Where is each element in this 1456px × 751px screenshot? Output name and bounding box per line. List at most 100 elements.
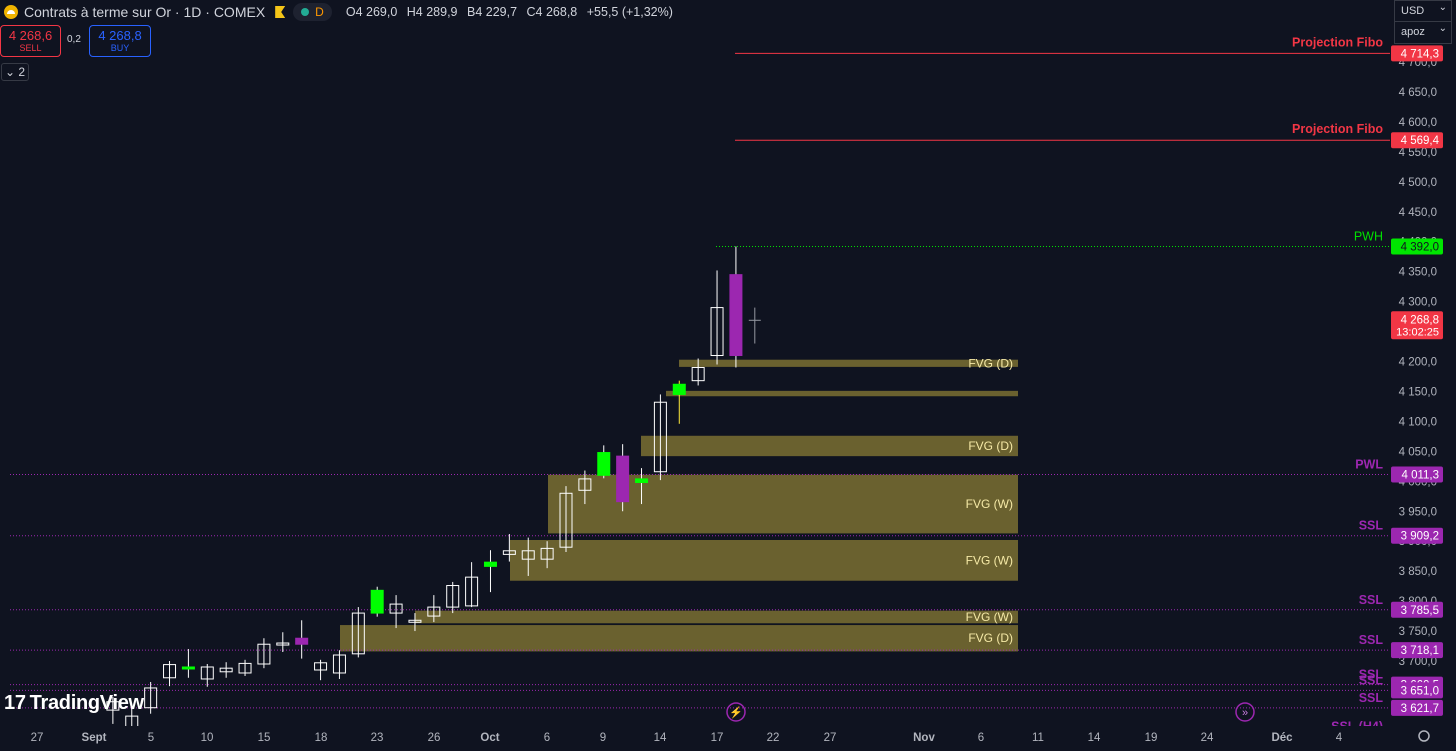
level-label: PWL	[1355, 458, 1383, 472]
candle-body[interactable]	[446, 585, 460, 608]
buy-price: 4 268,8	[98, 28, 142, 43]
price-tick-label: 4 350,0	[1399, 267, 1437, 279]
price-tick-label: 3 700,0	[1399, 656, 1437, 668]
time-tick-label: 18	[315, 732, 328, 744]
candle-body[interactable]	[389, 603, 403, 614]
price-tag-label: 3 909,2	[1401, 531, 1439, 543]
candle-body[interactable]	[635, 478, 649, 483]
event-next-icon[interactable]	[1235, 702, 1255, 722]
price-tag-label: 4 569,4	[1401, 135, 1440, 147]
price-tick-label: 4 550,0	[1399, 147, 1437, 159]
candle-body[interactable]	[597, 452, 611, 476]
level-label: SSL	[1359, 593, 1384, 607]
candle-body[interactable]	[483, 561, 497, 567]
candle-body[interactable]	[351, 612, 365, 655]
price-tick-label: 4 500,0	[1399, 177, 1437, 189]
price-tag-label: 4 392,0	[1401, 241, 1439, 253]
fvg-zone	[340, 625, 1018, 652]
price-tick-label: 4 100,0	[1399, 416, 1437, 428]
unit-select[interactable]: apoz	[1395, 19, 1451, 42]
time-tick-label: 17	[711, 732, 724, 744]
price-tick-label: 4 650,0	[1399, 87, 1437, 99]
price-tag	[1391, 642, 1443, 659]
level-label: Projection Fibo	[1292, 35, 1383, 49]
time-tick-label: Nov	[913, 732, 935, 744]
price-tick-label: 3 850,0	[1399, 566, 1437, 578]
candle-body[interactable]	[181, 666, 195, 670]
tradingview-logo[interactable]: 17 TradingView	[4, 692, 144, 715]
candle-body[interactable]	[144, 687, 158, 709]
fvg-label: FVG (W)	[966, 553, 1013, 567]
candle-body[interactable]	[295, 637, 309, 645]
sell-label: SELL	[19, 43, 42, 53]
candle-body[interactable]	[540, 547, 554, 560]
candle-body[interactable]	[219, 667, 233, 673]
level-label: SSL	[1359, 673, 1384, 687]
symbol-header: Contrats à terme sur Or · 1D · COMEX D O…	[0, 0, 673, 24]
candle-body[interactable]	[691, 366, 705, 382]
fvg-zone	[666, 390, 1018, 397]
event-flash-icon[interactable]	[726, 702, 746, 722]
candle-body[interactable]	[106, 701, 120, 711]
candle-body[interactable]	[200, 666, 214, 680]
indicators-toggle[interactable]: ⌄ 2	[1, 63, 29, 81]
candle-body[interactable]	[559, 492, 573, 548]
level-label: SSL	[1359, 519, 1384, 533]
price-tick-label: 4 300,0	[1399, 297, 1437, 309]
price-tick-label: 4 050,0	[1399, 446, 1437, 458]
time-tick-label: 14	[654, 732, 667, 744]
buy-button[interactable]: 4 268,8 BUY	[89, 25, 151, 57]
price-tick-label: 3 950,0	[1399, 506, 1437, 518]
price-tag-label: 4 714,3	[1401, 48, 1439, 60]
time-axis[interactable]	[0, 726, 1456, 751]
ohlc-close: C4 268,8	[526, 5, 578, 19]
candle-body[interactable]	[521, 550, 535, 560]
candle-body[interactable]	[729, 274, 743, 357]
candle-body[interactable]	[427, 606, 441, 617]
candle-body[interactable]	[653, 401, 667, 473]
candle-body[interactable]	[314, 662, 328, 671]
level-label: SSL	[1359, 633, 1384, 647]
candle-body[interactable]	[332, 654, 346, 674]
candle-body[interactable]	[370, 589, 384, 614]
candle-body[interactable]	[276, 642, 290, 646]
settings-gear-icon[interactable]	[1418, 730, 1430, 742]
flag-icon[interactable]	[275, 6, 286, 18]
time-tick-label: Sept	[82, 732, 107, 744]
candle-body[interactable]	[408, 619, 422, 623]
candle-body[interactable]	[238, 662, 252, 674]
candle-body[interactable]	[502, 550, 516, 555]
indicators-count: 2	[18, 65, 26, 79]
candle-body[interactable]	[672, 383, 686, 395]
last-price-tag	[1391, 311, 1443, 340]
candle-body[interactable]	[578, 478, 592, 491]
sell-price: 4 268,6	[8, 28, 53, 43]
fvg-label: FVG (W)	[966, 497, 1013, 511]
candle-body[interactable]	[616, 455, 630, 503]
candle-body[interactable]	[710, 307, 724, 357]
price-tag	[1391, 527, 1443, 544]
time-tick-label: 11	[1032, 732, 1044, 744]
market-status-pill[interactable]: D	[293, 3, 332, 21]
candle-body[interactable]	[257, 643, 271, 665]
price-tag	[1391, 699, 1443, 716]
time-tick-label: 26	[428, 732, 441, 744]
price-tag-label: 3 651,0	[1401, 685, 1439, 697]
gold-symbol-icon	[4, 5, 18, 19]
time-tick-label: 14	[1088, 732, 1101, 744]
candle-body[interactable]	[465, 576, 479, 607]
candle-body[interactable]	[163, 664, 177, 679]
ohlc-change: +55,5 (+1,32%)	[586, 5, 673, 19]
time-tick-label: Oct	[480, 732, 499, 744]
time-tick-label: 15	[258, 732, 271, 744]
price-tick-label: 4 600,0	[1399, 117, 1437, 129]
time-tick-label: 10	[201, 732, 214, 744]
price-tag-label: 3 621,7	[1401, 703, 1439, 715]
fvg-zone	[510, 540, 1018, 581]
sell-button[interactable]: 4 268,6 SELL	[0, 25, 61, 57]
price-tag-label: 3 718,1	[1401, 645, 1439, 657]
symbol-title[interactable]: Contrats à terme sur Or · 1D · COMEX	[24, 4, 266, 20]
currency-selector[interactable]: USD apoz	[1394, 0, 1452, 44]
time-tick-label: 4	[1336, 732, 1343, 744]
